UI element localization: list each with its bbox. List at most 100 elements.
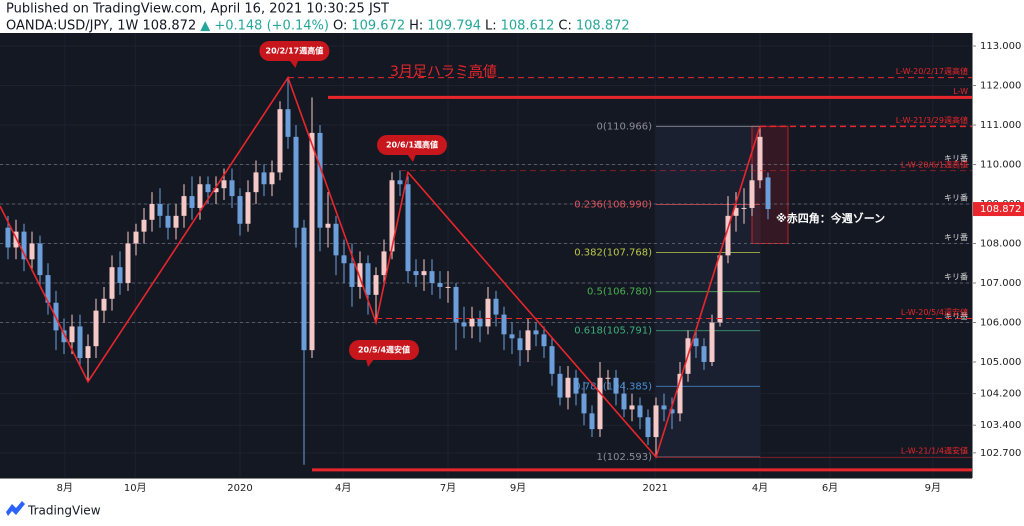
candle-body (533, 330, 539, 335)
candle-body (109, 267, 115, 299)
callout-text: 20/5/4週安値 (358, 345, 410, 355)
candle-body (565, 377, 571, 398)
fib-label: 0.236(108.990) (574, 199, 652, 210)
level-label: L-W (953, 87, 968, 96)
level-label: L-W-20/2/17週高値 (896, 66, 968, 76)
candle-body (341, 255, 347, 264)
candle-body (437, 282, 443, 287)
x-tick-label: 9月 (510, 482, 526, 494)
candle-body (301, 227, 307, 351)
candle-body (213, 188, 219, 193)
candle-body (93, 310, 99, 347)
callout-bubble (259, 41, 330, 61)
y-tick-label: 104.200 (980, 389, 1021, 400)
candle-body (349, 263, 355, 287)
level-label: L-W-20/6/1週高値 (901, 159, 968, 169)
candle-body (621, 393, 627, 410)
candle-body (309, 132, 315, 351)
last-price-label: 108.872 (980, 204, 1021, 215)
candle-body (501, 314, 507, 335)
candle-body (429, 271, 435, 283)
candle-body (285, 109, 291, 137)
fib-label: 0.5(106.780) (587, 287, 652, 298)
y-tick-label: 111.000 (980, 120, 1021, 131)
candle-body (77, 326, 83, 359)
candle-body (37, 243, 43, 276)
round-level-label: キリ番 (944, 192, 968, 202)
round-level-label: キリ番 (944, 232, 968, 242)
candle-body (749, 180, 755, 208)
candle-body (117, 267, 123, 283)
candle-body (277, 109, 283, 173)
legend-item: ▲ +0.148 (+0.14%) (200, 19, 329, 34)
fib-label: 0.618(105.791) (574, 326, 652, 337)
candle-body (293, 136, 299, 228)
level-label: L-W-20/5/4週安値 (901, 307, 968, 317)
y-tick-label: 107.000 (980, 278, 1021, 289)
callout-bubble (349, 340, 419, 360)
candle-body (541, 334, 547, 347)
candle-body (253, 172, 259, 193)
callout-bubble (377, 135, 447, 155)
candle-body (101, 298, 107, 311)
chart-title: 3月足ハラミ高値 (390, 63, 497, 80)
candle-body (5, 227, 11, 248)
legend-item: OANDA:USD/JPY, 1W 108.872 (6, 19, 196, 34)
legend-item: 108.872 (576, 19, 630, 34)
candle-body (173, 215, 179, 228)
round-level-label: キリ番 (944, 311, 968, 321)
candle-body (517, 338, 523, 351)
candle-body (549, 346, 555, 374)
round-level-label: キリ番 (944, 271, 968, 281)
candle-body (261, 172, 267, 185)
candle-body (165, 215, 171, 228)
legend-item: H: (409, 19, 423, 34)
candle-body (125, 243, 131, 283)
candle-body (149, 203, 155, 220)
candle-body (421, 271, 427, 276)
x-tick-label: 4月 (335, 482, 351, 494)
candle-body (133, 231, 139, 244)
candle-body (557, 373, 563, 398)
y-tick-label: 105.000 (980, 357, 1021, 368)
candle-body (85, 346, 91, 359)
candle-body (325, 223, 331, 228)
callout-pointer (366, 359, 374, 367)
candle-body (709, 322, 715, 362)
candle-body (581, 393, 587, 414)
x-tick-label: 9月 (925, 482, 941, 494)
candle-body (645, 417, 651, 438)
x-tick-label: 2020 (227, 483, 252, 494)
callout-text: 20/2/17週高値 (266, 46, 324, 56)
candle-body (597, 377, 603, 430)
candle-body (61, 330, 67, 343)
candle-body (765, 177, 771, 210)
legend: OANDA:USD/JPY, 1W 108.872 ▲ +0.148 (+0.14… (6, 19, 630, 34)
candle-body (453, 286, 459, 323)
candle-body (693, 338, 699, 347)
candle-body (589, 413, 595, 430)
y-tick-label: 110.000 (980, 159, 1021, 170)
candle-body (21, 231, 27, 260)
x-tick-label: 2021 (642, 483, 667, 494)
candle-body (181, 196, 187, 216)
y-tick-label: 113.000 (980, 41, 1021, 52)
legend-item: 108.612 (501, 19, 555, 34)
candle-body (461, 322, 467, 327)
candle-body (141, 219, 147, 232)
candle-body (205, 184, 211, 193)
candle-body (45, 275, 51, 303)
candle-body (189, 196, 195, 208)
candle-body (221, 180, 227, 189)
brand: TradingView (27, 504, 101, 518)
legend-item: L: (485, 19, 497, 34)
candle-body (485, 298, 491, 327)
candle-body (357, 263, 363, 287)
candle-body (69, 326, 75, 343)
legend-item: O: (333, 19, 347, 34)
zigzag (0, 75, 761, 459)
plot-area (0, 33, 972, 478)
fib-label: 0.382(107.768) (574, 248, 652, 259)
y-tick-label: 103.400 (980, 420, 1021, 431)
